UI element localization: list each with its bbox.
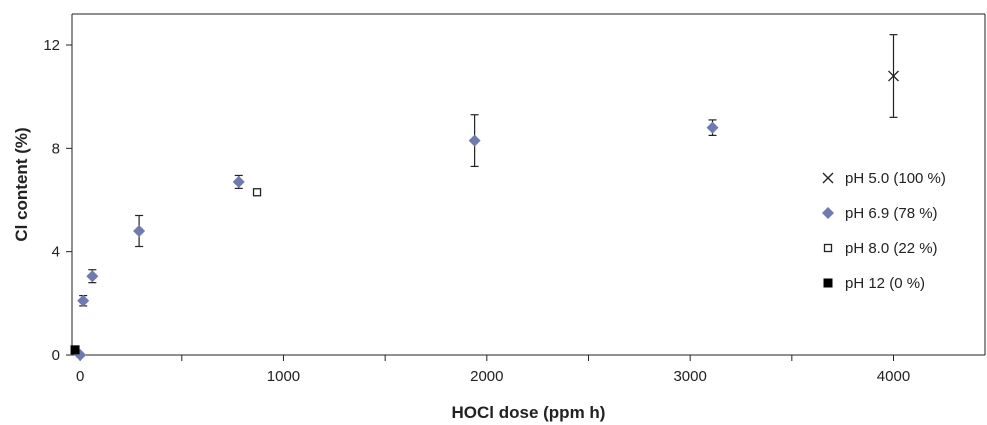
legend-marker-open-square-icon: [823, 243, 833, 253]
legend-marker-shape: [823, 278, 833, 288]
marker-shape: [133, 225, 146, 237]
marker-shape: [252, 188, 262, 197]
y-tick-label: 4: [52, 244, 60, 261]
marker-shape: [823, 243, 833, 253]
legend-marker-shape: [823, 243, 833, 253]
marker-stroke: [888, 70, 899, 82]
legend-marker-shape: [822, 207, 834, 219]
y-tick-label: 8: [52, 140, 60, 157]
x-tick-label: 0: [76, 368, 84, 385]
data-point: [232, 175, 245, 188]
data-point: [70, 345, 80, 355]
data-point: [706, 121, 719, 134]
axes: [71, 13, 986, 356]
marker-shape: [706, 121, 719, 134]
series-diamond: [74, 114, 719, 361]
legend-label-ph50: pH 5.0 (100 %): [845, 170, 946, 187]
y-tick-label: 12: [43, 37, 60, 54]
marker-shape: [77, 294, 90, 307]
marker-shape: [822, 207, 834, 219]
marker-shape: [232, 175, 245, 188]
x-tick-label: 4000: [877, 368, 910, 385]
marker-shape: [823, 278, 833, 288]
legend-marker-filled-square-icon: [823, 278, 833, 288]
x-tick-label: 1000: [267, 368, 300, 385]
data-point: [86, 270, 99, 283]
legend-item-ph12: pH 12 (0 %): [823, 275, 925, 292]
series-x: [888, 34, 899, 118]
data-point: [468, 134, 481, 147]
marker-shape: [468, 134, 481, 147]
legend-item-ph69: pH 6.9 (78 %): [822, 205, 938, 222]
legend-marker-x-icon: [822, 172, 834, 184]
x-axis-title: HOCl dose (ppm h): [452, 403, 606, 422]
legend-label-ph69: pH 6.9 (78 %): [845, 205, 938, 222]
data-point: [77, 294, 90, 307]
y-tick-label: 0: [52, 347, 60, 364]
data-point: [888, 70, 899, 82]
legend-item-ph50: pH 5.0 (100 %): [822, 170, 946, 187]
legend-marker-diamond-icon: [822, 207, 834, 219]
ticks: 0 1000 2000 3000 4000 0 4 8 12: [43, 37, 910, 385]
x-tick-label: 3000: [673, 368, 706, 385]
data-point: [252, 188, 262, 197]
series-open-square: [252, 188, 262, 197]
legend-label-ph80: pH 8.0 (22 %): [845, 240, 938, 257]
x-tick-label: 2000: [470, 368, 503, 385]
marker-shape: [86, 270, 99, 283]
marker-stroke: [822, 172, 834, 184]
y-axis-title: Cl content (%): [12, 127, 31, 241]
data-marks: [70, 34, 899, 361]
marker-shape: [70, 345, 80, 355]
series-filled-square: [70, 345, 80, 355]
legend-item-ph80: pH 8.0 (22 %): [823, 240, 938, 257]
legend: pH 5.0 (100 %) pH 6.9 (78 %) pH 8.0 (22 …: [822, 170, 946, 292]
legend-marker-shape: [822, 172, 834, 184]
legend-label-ph12: pH 12 (0 %): [845, 275, 925, 292]
data-point: [133, 225, 146, 237]
